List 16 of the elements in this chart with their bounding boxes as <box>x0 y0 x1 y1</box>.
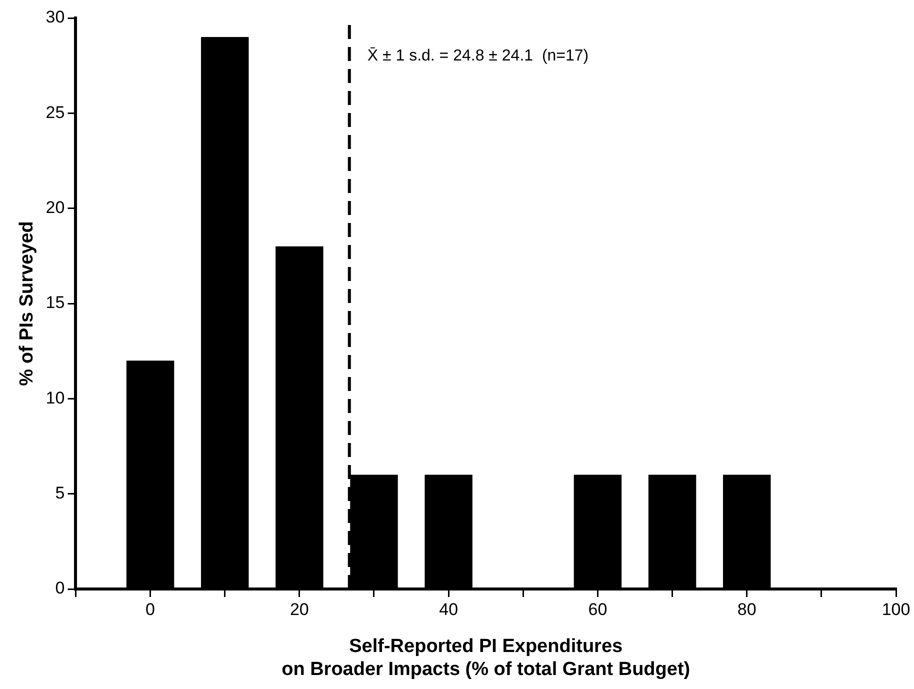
x-tick-label: 20 <box>290 600 309 619</box>
y-tick-label: 5 <box>55 484 65 503</box>
x-tick-label: 80 <box>737 600 756 619</box>
x-tick-label: 60 <box>588 600 608 619</box>
y-tick-label: 20 <box>46 198 65 218</box>
y-tick-label: 0 <box>55 578 65 598</box>
x-tick-label: 100 <box>882 600 910 619</box>
x-axis-title: Self-Reported PI Expenditures on Broader Impacts (% of total Grant Budget) <box>282 636 690 680</box>
y-tick-label: 30 <box>46 8 65 27</box>
annotation: X̄ ± 1 s.d. = 24.8 ± 24.1 (n=17) <box>367 46 589 64</box>
y-tick-label: 10 <box>46 388 65 408</box>
y-tick-label: 15 <box>46 293 65 312</box>
y-axis-title: % of PIs Surveyed <box>16 221 38 386</box>
x-tick-label: 40 <box>439 600 458 619</box>
y-tick-label: 25 <box>46 102 65 122</box>
x-tick-label: 0 <box>146 600 156 619</box>
